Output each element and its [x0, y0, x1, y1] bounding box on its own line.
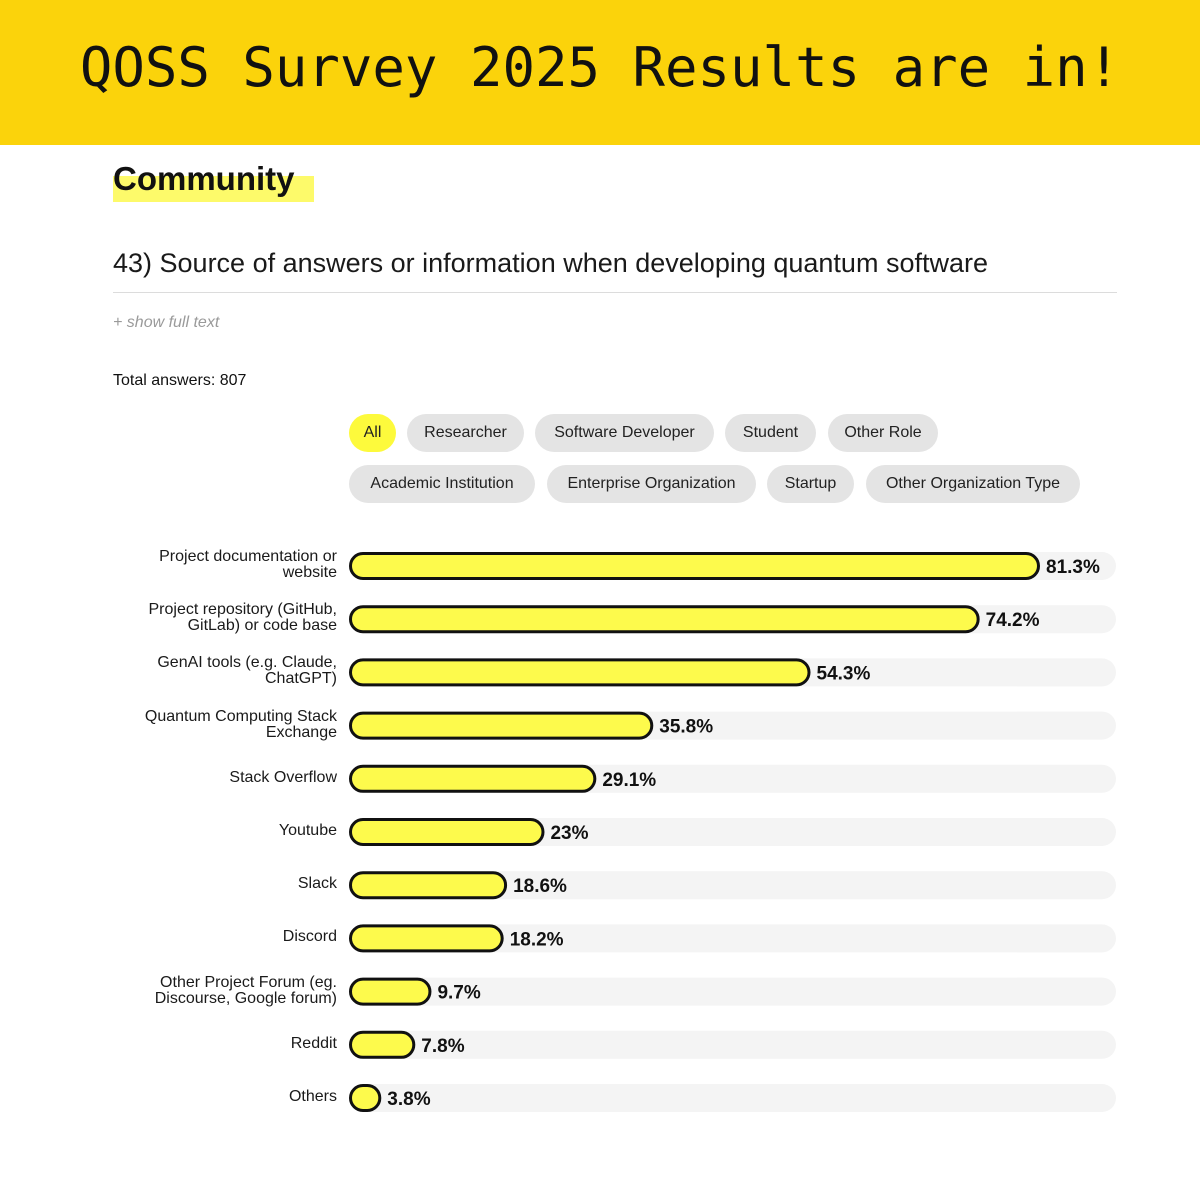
- category-label-line: Others: [288, 1088, 337, 1105]
- bar-slack[interactable]: [349, 871, 508, 900]
- bar-reddit[interactable]: [349, 1030, 416, 1059]
- category-label-genai-tools-e-g-claude-chatgpt: GenAI tools (e.g. Claude, ChatGPT): [112, 655, 337, 687]
- category-label-line: Exchange: [265, 723, 337, 741]
- total-answers: Total answers: 807: [113, 372, 247, 389]
- category-label-others: Others: [112, 1089, 337, 1105]
- bar-stack-overflow[interactable]: [349, 764, 597, 793]
- bar-project-documentation-or-website[interactable]: [349, 552, 1040, 580]
- bar-track-others: [349, 1084, 1116, 1112]
- show-full-text-link[interactable]: + show full text: [113, 314, 220, 331]
- category-label-line: Youtube: [278, 822, 337, 839]
- filter-chip-software-developer[interactable]: Software Developer: [535, 414, 714, 452]
- category-label-discord: Discord: [112, 929, 337, 945]
- category-label-quantum-computing-stack-exchange: Quantum Computing Stack Exchange: [112, 707, 337, 741]
- section-title-highlight: [113, 176, 314, 202]
- category-label-project-documentation-or-website: Project documentation or website: [112, 549, 337, 581]
- filter-chip-academic-institution[interactable]: Academic Institution: [349, 465, 535, 503]
- section-title: Community: [113, 160, 295, 197]
- filter-chip-all[interactable]: All: [349, 414, 396, 452]
- bar-other-project-forum-eg-discourse-google-forum[interactable]: [349, 977, 432, 1006]
- category-label-stack-overflow: Stack Overflow: [112, 768, 337, 786]
- category-label-line: Stack Overflow: [229, 768, 337, 786]
- bar-value-label-quantum-computing-stack-exchange: 35.8%: [659, 717, 713, 738]
- category-label-line: Quantum Computing Stack: [144, 707, 337, 725]
- bar-value-label-other-project-forum-eg-discourse-google-forum: 9.7%: [437, 983, 480, 1004]
- bar-value-label-reddit: 7.8%: [421, 1036, 464, 1057]
- category-label-line: Discourse, Google forum): [154, 989, 337, 1007]
- category-label-line: Reddit: [290, 1034, 337, 1052]
- category-label-line: Other Project Forum (eg.: [160, 973, 337, 991]
- filter-chip-student[interactable]: Student: [725, 414, 816, 452]
- bar-discord[interactable]: [349, 924, 504, 953]
- bar-value-label-youtube: 23%: [550, 823, 588, 844]
- bar-value-label-project-repository-github-gitlab-or-code-base: 74.2%: [986, 610, 1040, 631]
- category-label-other-project-forum-eg-discourse-google-forum: Other Project Forum (eg. Discourse, Googl…: [112, 973, 337, 1007]
- filter-chip-enterprise-organization[interactable]: Enterprise Organization: [547, 465, 756, 503]
- bar-track-other-project-forum-eg-discourse-google-forum: [349, 977, 1116, 1006]
- bar-others[interactable]: [349, 1084, 382, 1112]
- header-banner: QOSS Survey 2025 Results are in!: [0, 0, 1200, 145]
- bar-value-label-others: 3.8%: [387, 1089, 430, 1110]
- bar-value-label-stack-overflow: 29.1%: [602, 770, 656, 791]
- question-title: 43) Source of answers or information whe…: [113, 248, 988, 278]
- category-label-reddit: Reddit: [112, 1034, 337, 1052]
- category-label-line: ChatGPT): [264, 670, 337, 688]
- bar-track-reddit: [349, 1030, 1116, 1059]
- bar-genai-tools-e-g-claude-chatgpt[interactable]: [349, 658, 811, 687]
- filter-chip-startup[interactable]: Startup: [767, 465, 854, 503]
- category-label-project-repository-github-gitlab-or-code-base: Project repository (GitHub, GitLab) or co…: [112, 602, 337, 634]
- filter-chip-other-organization-type[interactable]: Other Organization Type: [866, 465, 1080, 503]
- banner-title: QOSS Survey 2025 Results are in!: [79, 36, 1121, 99]
- category-label-line: Slack: [297, 875, 337, 893]
- filter-chip-researcher[interactable]: Researcher: [407, 414, 524, 452]
- category-label-youtube: Youtube: [112, 823, 337, 839]
- bar-value-label-slack: 18.6%: [513, 876, 567, 897]
- bar-value-label-genai-tools-e-g-claude-chatgpt: 54.3%: [817, 663, 871, 684]
- category-label-slack: Slack: [112, 876, 337, 892]
- bar-value-label-discord: 18.2%: [510, 929, 564, 950]
- category-label-line: Project documentation or: [159, 548, 337, 565]
- category-label-line: GitLab) or code base: [187, 617, 337, 635]
- category-label-line: website: [282, 564, 337, 581]
- category-label-line: GenAI tools (e.g. Claude,: [157, 654, 337, 672]
- bar-value-label-project-documentation-or-website: 81.3%: [1046, 557, 1100, 578]
- category-label-line: Project repository (GitHub,: [148, 601, 337, 619]
- divider: [113, 292, 1117, 293]
- bar-quantum-computing-stack-exchange[interactable]: [349, 711, 654, 740]
- filter-chip-other-role[interactable]: Other Role: [828, 414, 938, 452]
- bar-project-repository-github-gitlab-or-code-base[interactable]: [349, 605, 980, 634]
- bar-youtube[interactable]: [349, 818, 545, 846]
- category-label-line: Discord: [282, 928, 337, 946]
